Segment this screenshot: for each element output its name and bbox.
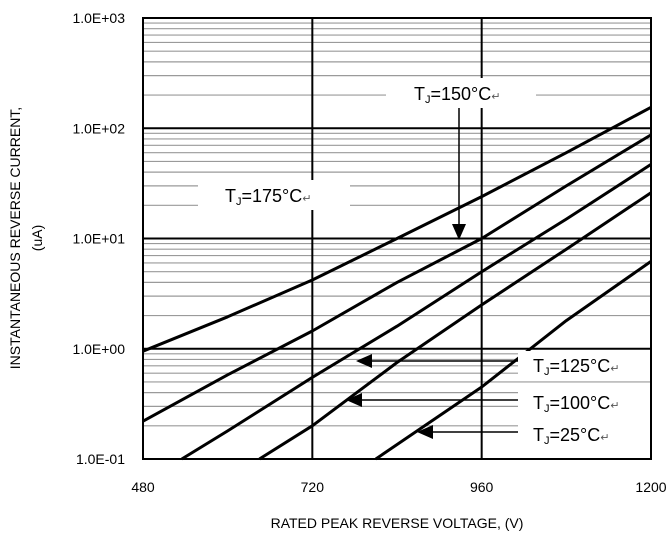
series-lines	[142, 105, 652, 461]
x-axis-title: RATED PEAK REVERSE VOLTAGE, (V)	[271, 515, 524, 531]
label-tj-175: TJ=175°C↵	[225, 186, 311, 208]
x-tick-label: 1200	[635, 479, 666, 495]
arrow-125	[356, 354, 518, 368]
arrow-150	[452, 108, 466, 240]
x-tick-label: 720	[301, 479, 325, 495]
tick-labels: 1.0E-01 1.0E+00 1.0E+01 1.0E+02 1.0E+03 480 72…	[72, 10, 666, 495]
y-tick-label: 1.0E-01	[76, 451, 125, 467]
label-tj-100: TJ=100°C↵	[533, 393, 619, 415]
y-axis-title-line1: INSTANTANEOUS REVERSE CURRENT,	[7, 107, 23, 369]
y-tick-label: 1.0E+03	[72, 10, 125, 26]
y-tick-label: 1.0E+02	[72, 120, 125, 136]
label-bg-175	[198, 180, 350, 210]
series-line-1	[142, 133, 652, 423]
label-bg-100	[518, 388, 650, 416]
series-line-2	[181, 163, 652, 461]
x-tick-label: 480	[131, 479, 155, 495]
arrow-100	[346, 393, 518, 407]
series-line-3	[258, 191, 652, 461]
arrow-25	[417, 425, 518, 439]
label-tj-150: TJ=150°C↵	[414, 84, 500, 106]
label-tj-125: TJ=125°C↵	[533, 356, 619, 378]
x-tick-label: 960	[470, 479, 494, 495]
y-tick-label: 1.0E+01	[72, 231, 125, 247]
label-bg-150	[386, 78, 536, 108]
series-line-0	[142, 105, 652, 353]
label-tj-25: TJ=25°C↵	[533, 425, 609, 447]
plot-frame	[142, 17, 652, 460]
y-axis-title-line2: (uA)	[29, 225, 45, 251]
label-bg-125	[518, 351, 650, 379]
label-bg-25	[518, 421, 650, 449]
y-tick-label: 1.0E+00	[72, 341, 125, 357]
